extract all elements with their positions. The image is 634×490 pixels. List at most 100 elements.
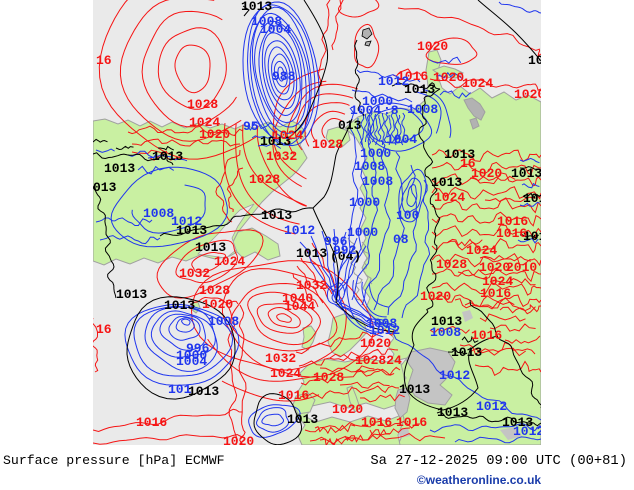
svg-text:1013: 1013: [451, 345, 482, 360]
svg-text:1024: 1024: [466, 243, 497, 258]
svg-text:1000: 1000: [362, 94, 393, 109]
svg-text:101: 101: [523, 229, 547, 244]
svg-text:1016: 1016: [497, 214, 528, 229]
svg-text:1000: 1000: [360, 146, 391, 161]
svg-text:1013: 1013: [188, 384, 219, 399]
svg-text:1028: 1028: [249, 172, 280, 187]
svg-text:1013: 1013: [152, 149, 183, 164]
svg-text:1020: 1020: [433, 70, 464, 85]
svg-text:1032: 1032: [179, 266, 210, 281]
svg-text:1013: 1013: [287, 412, 318, 427]
svg-text:16: 16: [96, 53, 112, 68]
svg-text:16: 16: [96, 322, 112, 337]
svg-text:1013: 1013: [296, 246, 327, 261]
svg-text:1012: 1012: [439, 368, 470, 383]
svg-text:1024: 1024: [482, 274, 513, 289]
svg-text:16: 16: [460, 156, 476, 171]
svg-text:1020: 1020: [332, 402, 363, 417]
svg-text:1016: 1016: [361, 415, 392, 430]
svg-text:1016: 1016: [278, 388, 309, 403]
svg-text:1013: 1013: [431, 314, 462, 329]
svg-text:1008: 1008: [362, 174, 393, 189]
svg-text:1020: 1020: [479, 260, 510, 275]
svg-text:1024: 1024: [189, 115, 220, 130]
svg-text:1024: 1024: [270, 366, 301, 381]
svg-text:95: 95: [243, 119, 259, 134]
svg-text:1040: 1040: [282, 291, 313, 306]
svg-text:100: 100: [396, 208, 420, 223]
svg-text:1013: 1013: [437, 405, 468, 420]
svg-text:1013: 1013: [444, 147, 475, 162]
svg-text:1024: 1024: [462, 76, 493, 91]
svg-text:1016: 1016: [471, 328, 502, 343]
svg-text:1024: 1024: [272, 128, 303, 143]
svg-text:1004: 1004: [350, 103, 381, 118]
svg-text:1020: 1020: [199, 127, 230, 142]
svg-text:1008: 1008: [251, 14, 282, 29]
svg-text:1016: 1016: [397, 69, 428, 84]
svg-text:1012: 1012: [284, 223, 315, 238]
svg-text:1032: 1032: [296, 278, 327, 293]
svg-text:1013: 1013: [164, 298, 195, 313]
svg-text:1013: 1013: [502, 415, 533, 430]
svg-text:1012: 1012: [476, 399, 507, 414]
svg-text:101: 101: [523, 191, 547, 206]
svg-text:1004: 1004: [386, 132, 417, 147]
svg-text:1008: 1008: [407, 102, 438, 117]
svg-text:1024: 1024: [214, 254, 245, 269]
svg-text:1020: 1020: [417, 39, 448, 54]
svg-text:1016: 1016: [480, 286, 511, 301]
svg-text:1020: 1020: [420, 289, 451, 304]
svg-text::8: :8: [383, 103, 399, 118]
svg-text:1000: 1000: [349, 195, 380, 210]
svg-text:1020: 1020: [360, 336, 391, 351]
svg-text:1028: 1028: [313, 370, 344, 385]
svg-text:©weatheronline.co.uk: ©weatheronline.co.uk: [417, 473, 542, 487]
svg-text:Sa 27-12-2025 09:00 UTC (00+81: Sa 27-12-2025 09:00 UTC (00+81): [370, 453, 627, 469]
svg-text:1013: 1013: [241, 0, 272, 14]
svg-text:1028: 1028: [187, 97, 218, 112]
svg-text:1044: 1044: [284, 299, 315, 314]
svg-text:1008: 1008: [430, 325, 461, 340]
svg-text:1020: 1020: [514, 87, 545, 102]
svg-text:1013: 1013: [116, 287, 147, 302]
svg-text:1013: 1013: [261, 208, 292, 223]
svg-text:1028: 1028: [312, 137, 343, 152]
svg-text:996: 996: [186, 341, 210, 356]
svg-text:1028: 1028: [436, 257, 467, 272]
svg-text:1020: 1020: [223, 434, 254, 449]
svg-text:1020: 1020: [471, 166, 502, 181]
svg-text:1012: 1012: [369, 323, 400, 338]
svg-text:1012: 1012: [171, 214, 202, 229]
svg-text:1013: 1013: [260, 134, 291, 149]
svg-text:(04): (04): [330, 249, 361, 264]
svg-text:1013: 1013: [511, 166, 542, 181]
svg-text:102824: 102824: [355, 353, 402, 368]
svg-text:1028: 1028: [199, 283, 230, 298]
svg-text:1004: 1004: [260, 22, 291, 37]
svg-text:2010: 2010: [506, 260, 537, 275]
svg-text:10: 10: [528, 53, 544, 68]
svg-text:1032: 1032: [265, 351, 296, 366]
svg-text:1008: 1008: [143, 206, 174, 221]
svg-text:1024: 1024: [434, 190, 465, 205]
svg-text:1020: 1020: [202, 297, 233, 312]
svg-text:Surface pressure [hPa] ECMWF: Surface pressure [hPa] ECMWF: [3, 453, 225, 468]
svg-text:1013: 1013: [176, 223, 207, 238]
svg-text:1012: 1012: [513, 424, 544, 439]
svg-text:1016: 1016: [496, 226, 527, 241]
svg-text:1000: 1000: [347, 225, 378, 240]
svg-text:1016: 1016: [396, 415, 427, 430]
svg-text:996: 996: [324, 234, 348, 249]
svg-text:013: 013: [93, 180, 117, 195]
svg-text:1008: 1008: [354, 159, 385, 174]
svg-text:1032: 1032: [266, 149, 297, 164]
svg-text:988: 988: [272, 69, 296, 84]
svg-text:1013: 1013: [195, 240, 226, 255]
svg-text:1013: 1013: [404, 82, 435, 97]
svg-text:08: 08: [393, 232, 409, 247]
svg-text:992: 992: [333, 243, 357, 258]
svg-text:101: 101: [168, 382, 192, 397]
svg-text:1000: 1000: [176, 348, 207, 363]
svg-text:013: 013: [338, 118, 362, 133]
